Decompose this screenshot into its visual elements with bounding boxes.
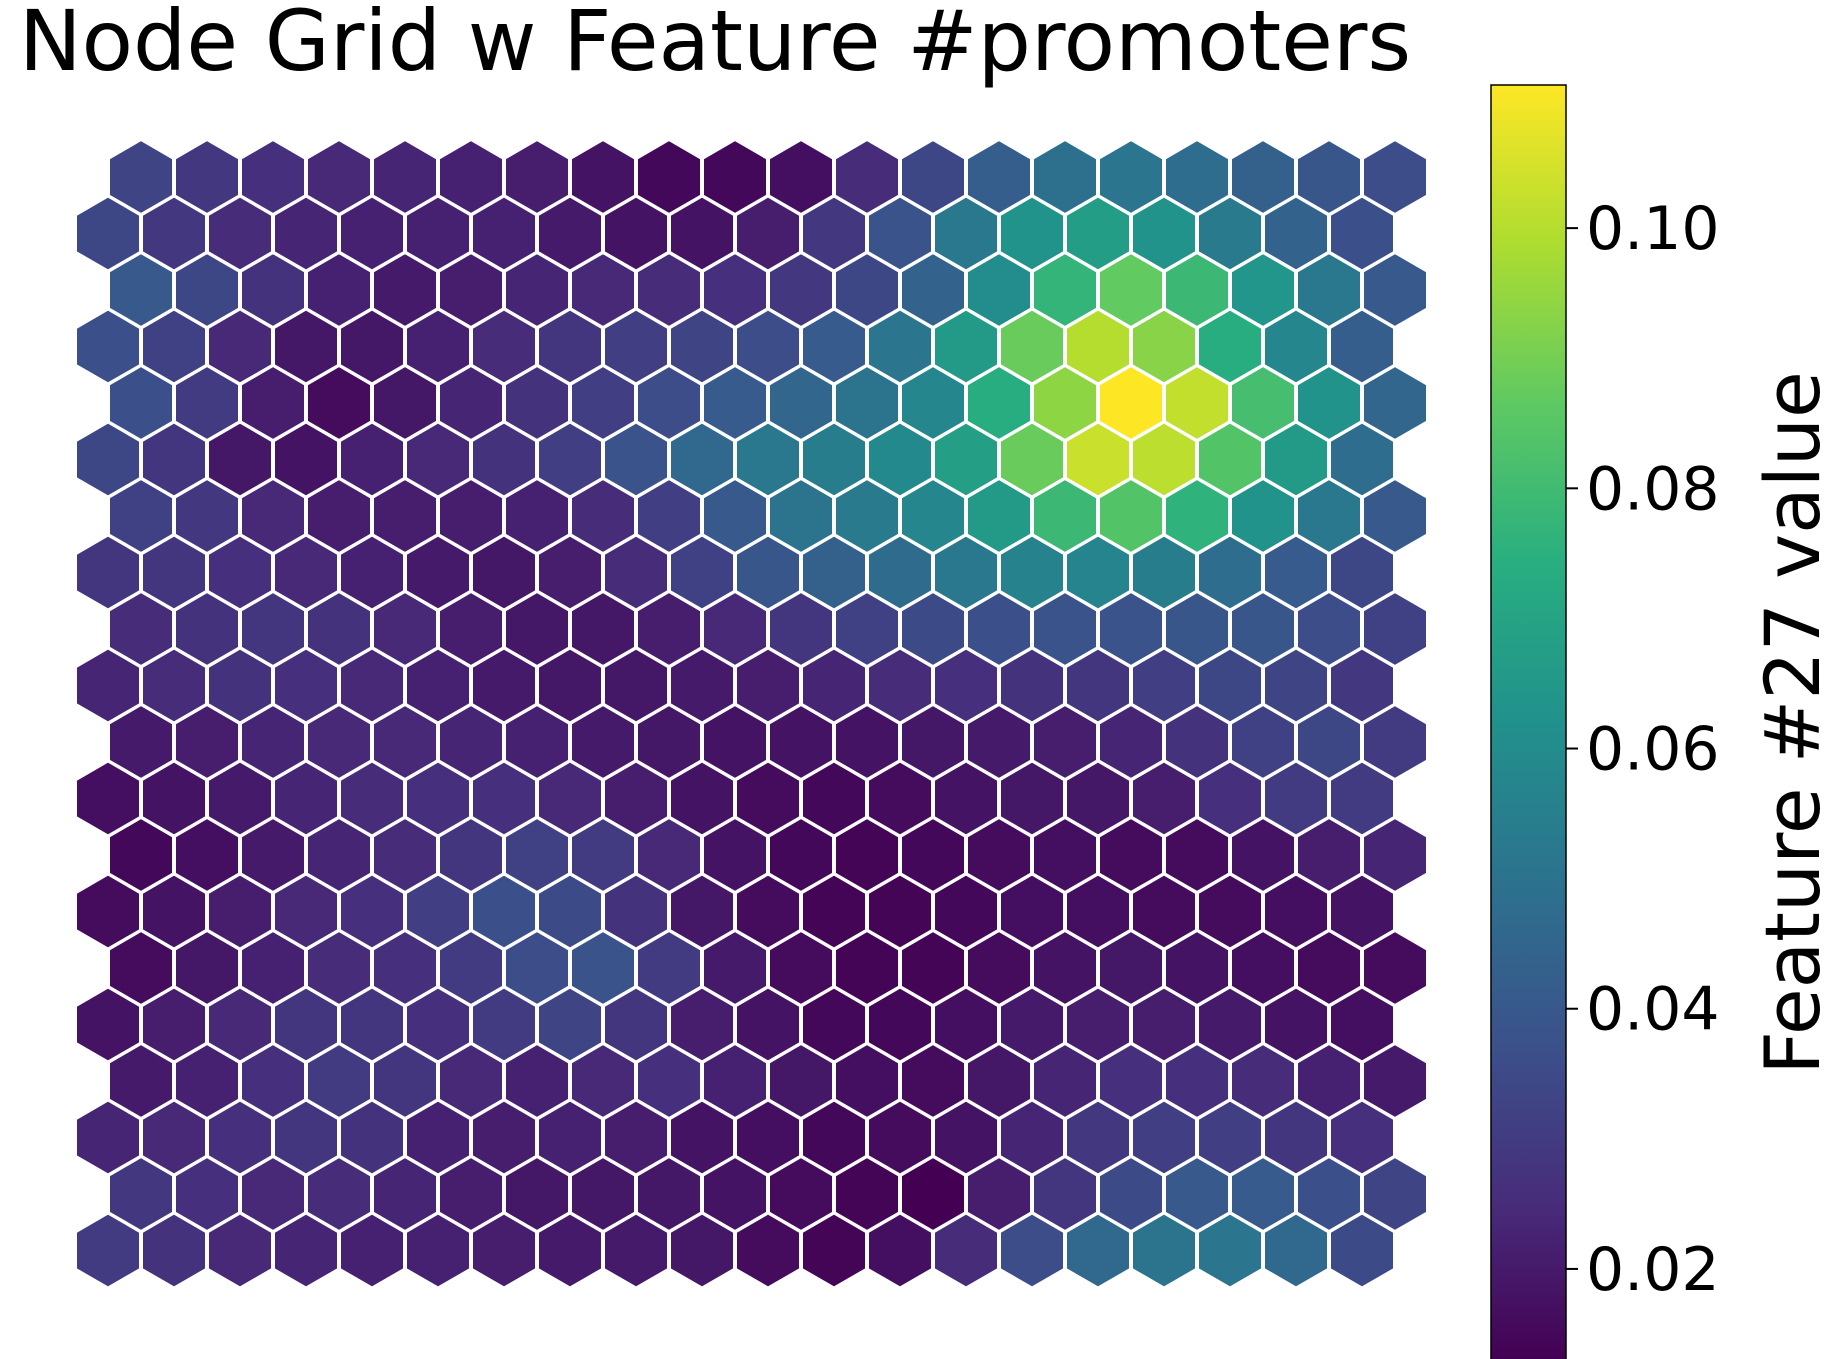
colorbar-tick-label: 0.06 [1586,715,1720,785]
colorbar-label: Feature #27 value [1748,371,1833,1074]
colorbar-tick-label: 0.04 [1586,975,1720,1045]
colorbar-tick-label: 0.02 [1586,1235,1720,1305]
colorbar-tick-label: 0.10 [1586,194,1720,264]
colorbar: 0.02 0.04 0.06 0.08 0.10 Feature #27 value [1490,84,1833,1359]
hex-grid [74,137,1429,1290]
chart-title: Node Grid w Feature #promoters [19,0,1411,90]
hex-cell-r19-c19 [1361,137,1429,217]
colorbar-tick-label: 0.08 [1586,454,1720,524]
colorbar-gradient [1490,84,1567,1359]
colorbar-ticks: 0.02 0.04 0.06 0.08 0.10 [1566,194,1720,1305]
